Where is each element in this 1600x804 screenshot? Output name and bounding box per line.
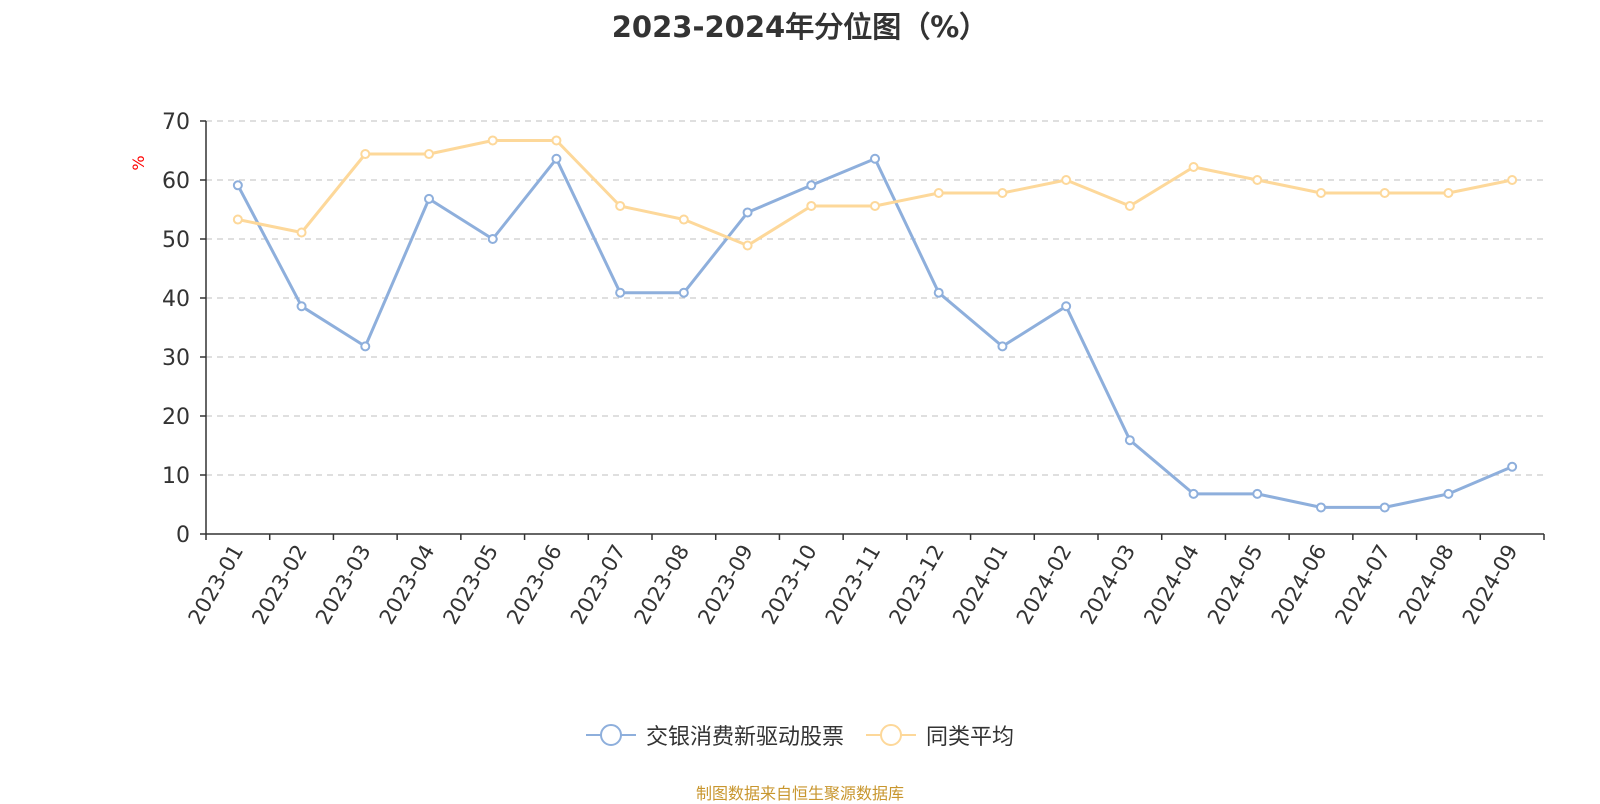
series-1-line <box>236 157 1513 509</box>
x-tick-label: 2023-03 <box>311 541 376 629</box>
series-2-point <box>1188 162 1199 173</box>
series-2-point <box>1443 187 1454 198</box>
y-tick-label: 10 <box>162 464 190 489</box>
series-1-point <box>1252 488 1263 499</box>
legend-label-series-1: 交银消费新驱动股票 <box>645 725 844 750</box>
series-lines <box>232 135 1518 513</box>
series-1-point <box>615 287 626 298</box>
x-tick-label: 2024-08 <box>1394 541 1459 629</box>
x-tick-label: 2024-04 <box>1139 541 1204 629</box>
legend-label-series-2: 同类平均 <box>926 725 1015 750</box>
legend-item-series-1[interactable]: 交银消费新驱动股票 <box>585 719 844 751</box>
series-1-point <box>997 341 1008 352</box>
y-tick-label: 60 <box>162 169 190 194</box>
series-1-point <box>487 234 498 244</box>
series-1-point <box>296 301 307 312</box>
x-tick-label: 2023-02 <box>247 541 312 629</box>
series-2-point <box>1124 200 1135 211</box>
x-tick-label: 2024-01 <box>948 541 1013 629</box>
series-1-point <box>1124 435 1135 446</box>
x-tick-label: 2023-05 <box>438 541 503 629</box>
x-tick-label: 2023-12 <box>884 541 949 629</box>
series-1-point <box>1379 502 1390 513</box>
legend-item-series-2[interactable]: 同类平均 <box>866 719 1014 751</box>
series-1-point <box>1507 461 1518 472</box>
series-2-point <box>997 187 1008 198</box>
x-tick-label: 2023-08 <box>630 541 695 629</box>
y-axis-label: % <box>129 155 148 170</box>
series-1-point <box>1061 301 1072 312</box>
y-tick-label: 40 <box>162 287 190 312</box>
legend-marker-series-2-icon <box>866 724 916 746</box>
series-2-point <box>1507 175 1518 185</box>
x-tick-label: 2024-03 <box>1076 541 1141 629</box>
series-2-point <box>487 135 498 146</box>
x-tick-label: 2023-11 <box>821 541 886 629</box>
series-2-point <box>360 149 371 160</box>
series-2-point <box>1061 175 1072 185</box>
series-1-point <box>870 153 880 164</box>
series-1-point <box>678 287 689 298</box>
y-tick-label: 50 <box>162 228 190 253</box>
x-tick-label: 2024-02 <box>1012 541 1077 629</box>
series-1-point <box>742 207 753 218</box>
x-tick-label: 2024-05 <box>1203 541 1268 629</box>
y-tick-label: 20 <box>162 405 190 430</box>
series-1-point <box>360 341 371 352</box>
series-2-point <box>1379 187 1390 198</box>
series-2-point <box>933 187 944 198</box>
series-1-point <box>1443 488 1454 499</box>
series-1-point <box>1188 488 1199 499</box>
series-2-point <box>1316 187 1326 198</box>
grid-lines <box>206 120 1544 476</box>
series-2-point <box>551 135 562 146</box>
y-tick-label: 30 <box>162 346 190 371</box>
series-2-point <box>806 200 817 211</box>
legend: 交银消费新驱动股票 同类平均 <box>0 719 1600 751</box>
series-2-point <box>615 200 626 211</box>
series-2-point <box>1252 175 1263 185</box>
x-tick-label: 2023-01 <box>184 541 249 629</box>
series-1-point <box>232 180 243 191</box>
series-2-point <box>678 214 689 225</box>
series-2-point <box>870 200 880 211</box>
x-tick-label: 2023-10 <box>757 541 822 629</box>
series-2-point <box>232 214 243 225</box>
series-1-point <box>806 180 817 191</box>
legend-marker-series-1-icon <box>585 724 636 746</box>
source-note: 制图数据来自恒生聚源数据库 <box>695 784 904 803</box>
x-tick-label: 2023-07 <box>566 541 631 629</box>
series-1-point <box>933 287 944 298</box>
chart-title: 2023-2024年分位图（%） <box>611 10 989 44</box>
x-tick-label: 2023-06 <box>502 541 567 629</box>
x-tick-label: 2024-06 <box>1267 541 1332 629</box>
x-tick-label: 2024-09 <box>1458 541 1523 629</box>
series-1-point <box>1316 502 1326 513</box>
series-2-point <box>424 149 434 160</box>
series-1-point <box>551 153 562 164</box>
x-tick-label: 2023-09 <box>693 541 758 629</box>
y-tick-label: 0 <box>176 523 190 548</box>
series-1-point <box>424 193 434 204</box>
x-tick-label: 2023-04 <box>375 541 440 629</box>
x-tick-label: 2024-07 <box>1330 541 1395 629</box>
series-2-point <box>296 227 307 238</box>
series-2-point <box>742 240 753 251</box>
y-tick-label: 70 <box>162 110 190 135</box>
